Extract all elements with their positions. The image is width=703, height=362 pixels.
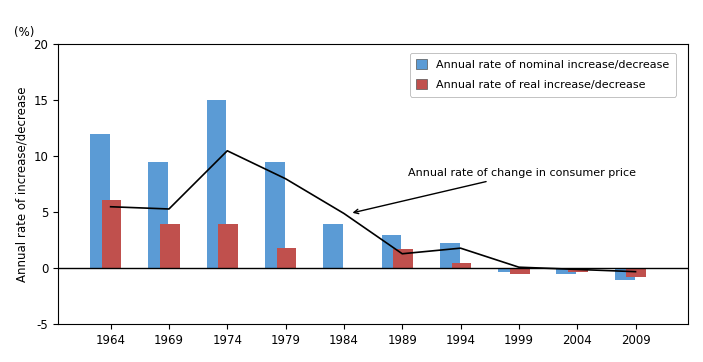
Bar [102, 200, 122, 268]
Bar [265, 162, 285, 268]
Bar [568, 268, 588, 272]
Bar [276, 248, 297, 268]
Text: (%): (%) [14, 26, 34, 39]
Bar [382, 235, 401, 268]
Legend: Annual rate of nominal increase/decrease, Annual rate of real increase/decrease: Annual rate of nominal increase/decrease… [410, 53, 676, 97]
Bar [451, 263, 471, 268]
Bar [557, 268, 576, 274]
Bar [218, 223, 238, 268]
Bar [498, 268, 518, 272]
Text: Annual rate of change in consumer price: Annual rate of change in consumer price [354, 168, 636, 214]
Bar [207, 100, 226, 268]
Y-axis label: Annual rate of increase/decrease: Annual rate of increase/decrease [15, 87, 28, 282]
Bar [440, 243, 460, 268]
Bar [393, 249, 413, 268]
Bar [323, 223, 343, 268]
Bar [626, 268, 646, 277]
Bar [615, 268, 635, 279]
Bar [148, 162, 168, 268]
Bar [510, 268, 529, 274]
Bar [160, 223, 180, 268]
Bar [90, 134, 110, 268]
